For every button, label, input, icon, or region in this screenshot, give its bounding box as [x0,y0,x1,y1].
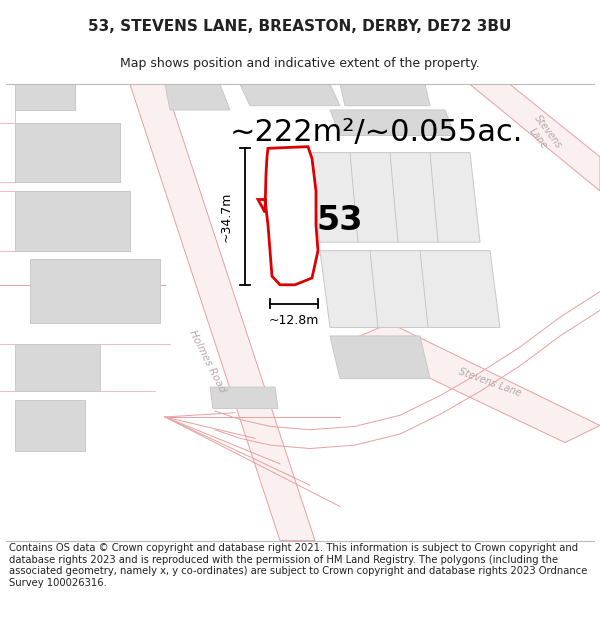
Text: ~222m²/~0.055ac.: ~222m²/~0.055ac. [230,119,523,148]
Text: Map shows position and indicative extent of the property.: Map shows position and indicative extent… [120,58,480,71]
Polygon shape [15,400,85,451]
Polygon shape [350,323,600,442]
Text: Stevens Lane: Stevens Lane [457,367,523,399]
Polygon shape [130,84,315,541]
Polygon shape [310,152,480,242]
Polygon shape [15,122,120,182]
Polygon shape [15,191,130,251]
Text: ~34.7m: ~34.7m [220,191,233,242]
Polygon shape [470,84,600,191]
Polygon shape [15,84,75,110]
Text: ~12.8m: ~12.8m [269,314,319,327]
Polygon shape [330,110,455,136]
Polygon shape [240,84,340,106]
Text: 53: 53 [317,204,363,238]
Polygon shape [330,336,430,379]
Polygon shape [258,147,318,285]
Polygon shape [15,344,100,391]
Polygon shape [165,84,230,110]
Text: Stevens
Lane: Stevens Lane [523,113,563,158]
Polygon shape [30,259,160,323]
Polygon shape [210,387,278,409]
Text: 53, STEVENS LANE, BREASTON, DERBY, DE72 3BU: 53, STEVENS LANE, BREASTON, DERBY, DE72 … [88,19,512,34]
Polygon shape [320,251,500,328]
Text: Contains OS data © Crown copyright and database right 2021. This information is : Contains OS data © Crown copyright and d… [9,543,587,588]
Polygon shape [340,84,430,106]
Text: Holmes Road: Holmes Road [187,329,227,394]
